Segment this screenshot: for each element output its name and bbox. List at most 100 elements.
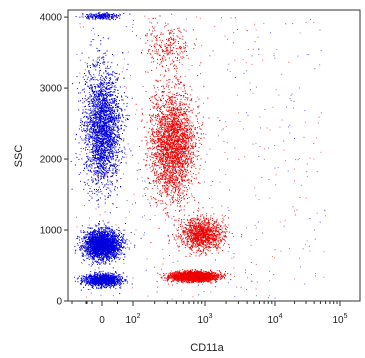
data-point	[119, 117, 121, 119]
data-point	[107, 222, 109, 224]
data-point	[94, 101, 96, 103]
data-point	[104, 80, 106, 81]
data-point	[92, 181, 94, 183]
data-point	[106, 73, 108, 75]
data-point	[99, 104, 101, 106]
data-point	[98, 111, 100, 113]
data-point	[95, 125, 97, 127]
data-point	[98, 85, 100, 87]
data-point	[106, 255, 108, 257]
data-point	[108, 110, 110, 112]
data-point	[97, 98, 99, 100]
data-point	[94, 238, 96, 239]
data-point	[90, 236, 92, 238]
data-point	[134, 246, 136, 248]
data-point	[108, 114, 110, 116]
data-point	[100, 144, 102, 146]
data-point	[95, 251, 97, 253]
data-point	[87, 246, 88, 248]
data-point	[101, 244, 102, 246]
data-point	[112, 252, 114, 254]
data-point	[101, 257, 103, 259]
data-point	[92, 258, 94, 260]
data-point	[86, 248, 88, 250]
data-point	[104, 111, 106, 113]
data-point	[85, 112, 87, 114]
data-point	[106, 163, 108, 165]
data-point	[101, 76, 103, 77]
data-point	[112, 233, 114, 235]
data-point	[96, 245, 98, 247]
data-point	[114, 102, 116, 104]
data-point	[86, 116, 88, 118]
data-point	[107, 85, 109, 86]
data-point	[84, 123, 86, 125]
data-point	[110, 249, 112, 251]
data-point	[103, 176, 105, 178]
data-point	[107, 256, 109, 258]
data-point	[92, 256, 94, 258]
data-point	[94, 121, 95, 123]
data-point	[121, 95, 122, 97]
data-point	[95, 94, 97, 96]
data-point	[99, 116, 101, 118]
data-point	[87, 139, 89, 141]
data-point	[106, 113, 108, 115]
data-point	[90, 231, 92, 233]
data-point	[94, 192, 96, 194]
data-point	[102, 110, 104, 112]
data-point	[99, 108, 101, 110]
data-point	[100, 156, 102, 158]
data-point	[76, 156, 78, 158]
data-point	[113, 106, 114, 108]
data-point	[88, 264, 90, 266]
data-point	[110, 101, 112, 103]
data-point	[117, 77, 119, 79]
data-point	[105, 189, 107, 190]
data-point	[98, 108, 100, 110]
data-point	[116, 108, 118, 110]
data-point	[93, 97, 95, 99]
data-point	[117, 249, 119, 251]
data-point	[111, 130, 113, 132]
data-point	[111, 228, 113, 230]
data-point	[120, 151, 122, 153]
data-point	[105, 138, 107, 140]
data-point	[111, 142, 113, 144]
data-point	[116, 172, 117, 174]
data-point	[101, 128, 103, 130]
data-point	[82, 243, 84, 245]
data-point	[105, 238, 107, 240]
data-point	[105, 93, 107, 94]
data-point	[100, 152, 101, 154]
data-point	[88, 122, 90, 124]
data-point	[114, 172, 116, 174]
data-point	[103, 257, 105, 259]
data-point	[103, 121, 105, 123]
data-point	[92, 105, 94, 107]
data-point	[89, 245, 91, 247]
data-point	[105, 123, 107, 125]
data-point	[87, 243, 89, 245]
data-point	[118, 128, 120, 130]
data-point	[110, 153, 112, 155]
data-point	[93, 242, 94, 244]
data-point	[104, 105, 106, 107]
data-point	[85, 249, 87, 251]
data-point	[125, 114, 127, 116]
data-point	[97, 130, 99, 132]
data-point	[96, 249, 98, 251]
data-point	[90, 241, 92, 243]
data-point	[102, 242, 104, 244]
data-point	[98, 262, 100, 264]
data-point	[117, 136, 119, 138]
data-point	[95, 110, 96, 112]
data-point	[108, 252, 110, 254]
data-point	[111, 242, 113, 244]
data-point	[104, 246, 106, 248]
data-point	[85, 237, 87, 239]
data-point	[94, 230, 96, 232]
data-point	[102, 121, 104, 122]
data-point	[102, 261, 104, 262]
data-point	[92, 39, 94, 40]
